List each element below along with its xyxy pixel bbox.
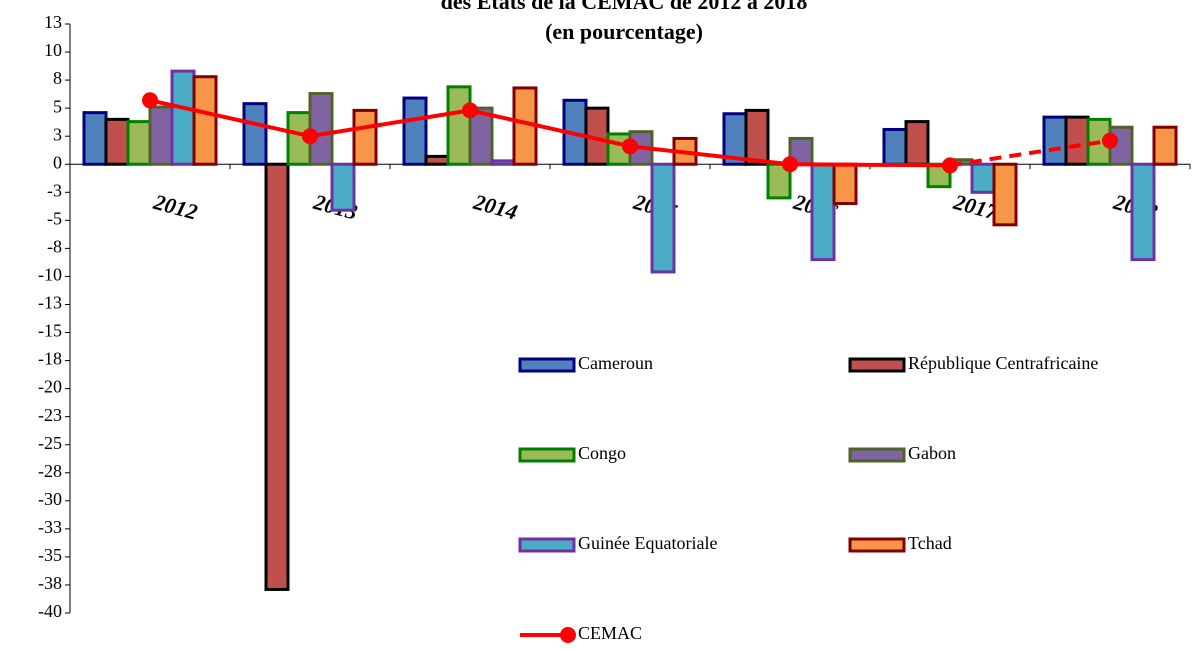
bar [650, 162, 676, 274]
y-tick-label: -10 [38, 265, 62, 285]
y-tick-label: 3 [53, 124, 62, 144]
bar [904, 120, 930, 166]
legend-swatch [560, 627, 576, 643]
x-tick-label: 2012 [150, 189, 200, 225]
legend-label: CEMAC [578, 623, 642, 643]
bar [242, 102, 268, 166]
bar [126, 120, 152, 166]
y-tick-label: -23 [38, 405, 62, 425]
line-segment [629, 144, 791, 167]
y-tick-label: -25 [38, 433, 62, 453]
line-point [622, 138, 638, 155]
line-point [462, 102, 478, 119]
bar [1064, 115, 1090, 166]
y-tick-label: -20 [38, 377, 62, 397]
line-segment [789, 162, 951, 168]
y-tick-label: -28 [38, 461, 62, 481]
legend-swatch [518, 447, 576, 463]
y-tick-label: -33 [38, 517, 62, 537]
legend-swatch [848, 447, 906, 463]
bar [170, 69, 196, 166]
y-tick-label: -8 [47, 237, 62, 257]
bar [402, 96, 428, 166]
y-tick-label: -38 [38, 573, 62, 593]
legend-label: Congo [578, 443, 626, 463]
y-tick-label: -3 [47, 180, 62, 200]
legend-swatch [848, 357, 906, 373]
legend-label: Tchad [908, 533, 952, 553]
bar [992, 162, 1018, 227]
line-segment [949, 138, 1111, 168]
legend-swatch [848, 537, 906, 553]
bar [264, 162, 290, 591]
bar [744, 108, 770, 166]
bar [1152, 125, 1178, 166]
line-segment [149, 98, 311, 139]
bar [1042, 115, 1068, 166]
bar [192, 75, 218, 166]
legend-label: Gabon [908, 443, 956, 463]
bar [446, 85, 472, 166]
bar [308, 92, 334, 166]
y-tick-label: 13 [44, 12, 62, 32]
bar [148, 105, 174, 166]
legend-swatch [518, 537, 576, 553]
chart-subtitle: (en pourcentage) [545, 19, 703, 44]
bar [82, 111, 108, 166]
y-tick-label: 8 [53, 68, 62, 88]
bar [810, 162, 836, 262]
bar [832, 162, 858, 206]
legend-label: Cameroun [578, 353, 653, 373]
line-point [942, 157, 958, 174]
x-tick-label: 2014 [470, 189, 520, 225]
chart-title: des Etats de la CEMAC de 2012 à 2018 [441, 0, 808, 14]
bar [104, 117, 130, 166]
bar [882, 127, 908, 166]
y-tick-label: -15 [38, 321, 62, 341]
y-tick-label: -40 [38, 601, 62, 621]
line-point [782, 156, 798, 173]
bar [1130, 162, 1156, 262]
bar [352, 108, 378, 166]
line-point [1102, 132, 1118, 149]
y-tick-label: -13 [38, 293, 62, 313]
y-tick-label: -30 [38, 489, 62, 509]
line-segment [469, 108, 631, 149]
legend-swatch [518, 357, 576, 373]
y-tick-label: 5 [53, 96, 62, 116]
line-segment [309, 108, 471, 139]
bar [970, 162, 996, 194]
y-tick-label: 10 [44, 40, 62, 60]
line-point [142, 92, 158, 109]
y-tick-label: -5 [47, 208, 62, 228]
bar [490, 159, 516, 166]
y-tick-label: 0 [53, 152, 62, 172]
line-point [302, 128, 318, 145]
bar [424, 154, 450, 166]
bar [468, 106, 494, 166]
legend-label: République Centrafricaine [908, 353, 1098, 373]
y-tick-label: -35 [38, 545, 62, 565]
bar [330, 162, 356, 212]
legend-label: Guinée Equatoriale [578, 533, 717, 553]
y-tick-label: -18 [38, 349, 62, 369]
